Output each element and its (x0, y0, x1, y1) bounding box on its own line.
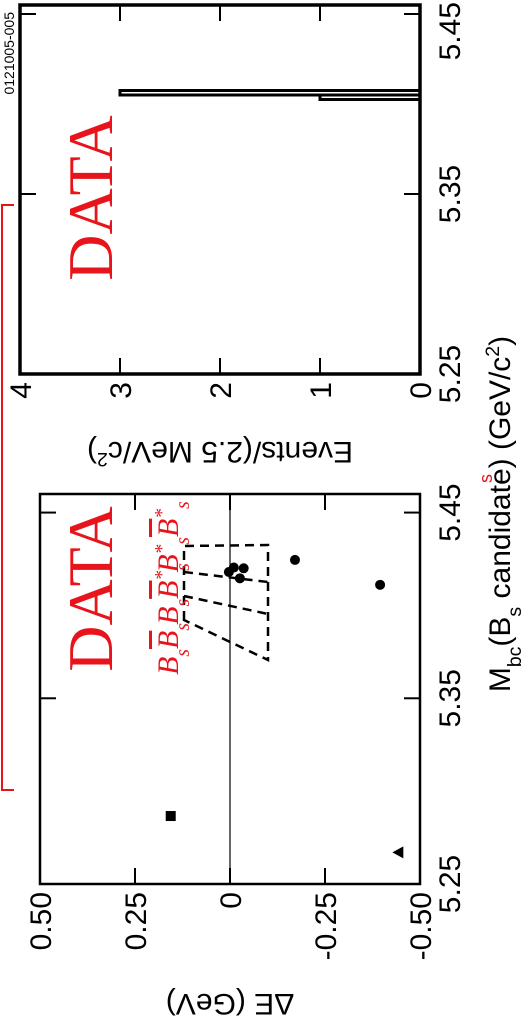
signal-region-outline (182, 543, 270, 662)
x-axis-title: Mbc(Bs candidate) (GeV/c2) (482, 336, 526, 692)
text-part: ) (87, 435, 97, 468)
data-point (375, 579, 386, 590)
text-part: ) (484, 336, 517, 346)
data-point (165, 811, 176, 822)
data-point (234, 573, 245, 584)
subscript: s (173, 599, 194, 607)
y-tick-label: 1 (305, 382, 338, 399)
region-label: BsB*s (152, 563, 194, 625)
x-tick-label: 5.35 (434, 165, 467, 223)
text-part: B (152, 519, 185, 537)
superscript: * (152, 571, 173, 581)
subscript: s (504, 607, 526, 617)
y-axis-title: Events/(2.5 MeV/c2) (87, 435, 353, 470)
y-tick-label: 0.25 (120, 892, 153, 950)
x-tick-label: 5.45 (434, 2, 467, 60)
subscript: s (173, 649, 194, 657)
subscript: bc (504, 646, 526, 667)
figure-id: 0121005-005 (1, 12, 17, 95)
partial-label: s (476, 474, 496, 483)
data-point (228, 562, 239, 573)
data-label: DATA (55, 506, 126, 672)
x-tick-label: 5.25 (434, 345, 467, 403)
x-tick-label: 5.35 (434, 669, 467, 727)
signal-regions (182, 543, 270, 662)
superscript: 2 (482, 346, 504, 357)
y-tick-label: -0.25 (310, 892, 343, 960)
text-part: B (152, 657, 185, 675)
y-tick-label: 0 (215, 892, 248, 909)
subscript: s (173, 537, 194, 545)
data-point (238, 563, 249, 574)
subscript: s (173, 563, 194, 571)
x-tick-label: 5.25 (434, 855, 467, 913)
y-tick-label: 4 (5, 382, 38, 399)
subscript: s (173, 623, 194, 631)
superscript: * (152, 544, 173, 554)
superscript: * (152, 509, 173, 519)
y-tick-label: 0.50 (25, 892, 58, 950)
text-part: candidate) (GeV/c (484, 357, 517, 607)
y-axis-title: ΔE (GeV) (166, 987, 294, 1020)
signal-region-divider (183, 594, 269, 616)
subscript: s (173, 501, 194, 509)
text-part: B (152, 606, 185, 624)
x-tick-label: 5.45 (434, 483, 467, 541)
text-part: Events/(2.5 MeV/c (108, 435, 353, 468)
region-label: BsBs (152, 623, 194, 675)
data-label: DATA (55, 115, 126, 281)
y-tick-label: 0 (405, 382, 438, 399)
text-part: B (152, 554, 185, 572)
region-label: B*sB*s (152, 501, 194, 572)
histogram-bar (118, 89, 422, 97)
y-tick-label: 3 (105, 382, 138, 399)
superscript: 2 (97, 448, 108, 470)
y-tick-label: -0.50 (405, 892, 438, 960)
y-tick-label: 2 (205, 382, 238, 399)
data-point (392, 846, 404, 859)
data-point (289, 554, 300, 565)
text-part: B (152, 581, 185, 599)
text-part: ΔE (GeV) (166, 987, 294, 1020)
text-part: B (152, 631, 185, 649)
red-frame (1, 204, 14, 791)
text-part: M (484, 667, 517, 692)
text-part: (B (484, 617, 517, 647)
